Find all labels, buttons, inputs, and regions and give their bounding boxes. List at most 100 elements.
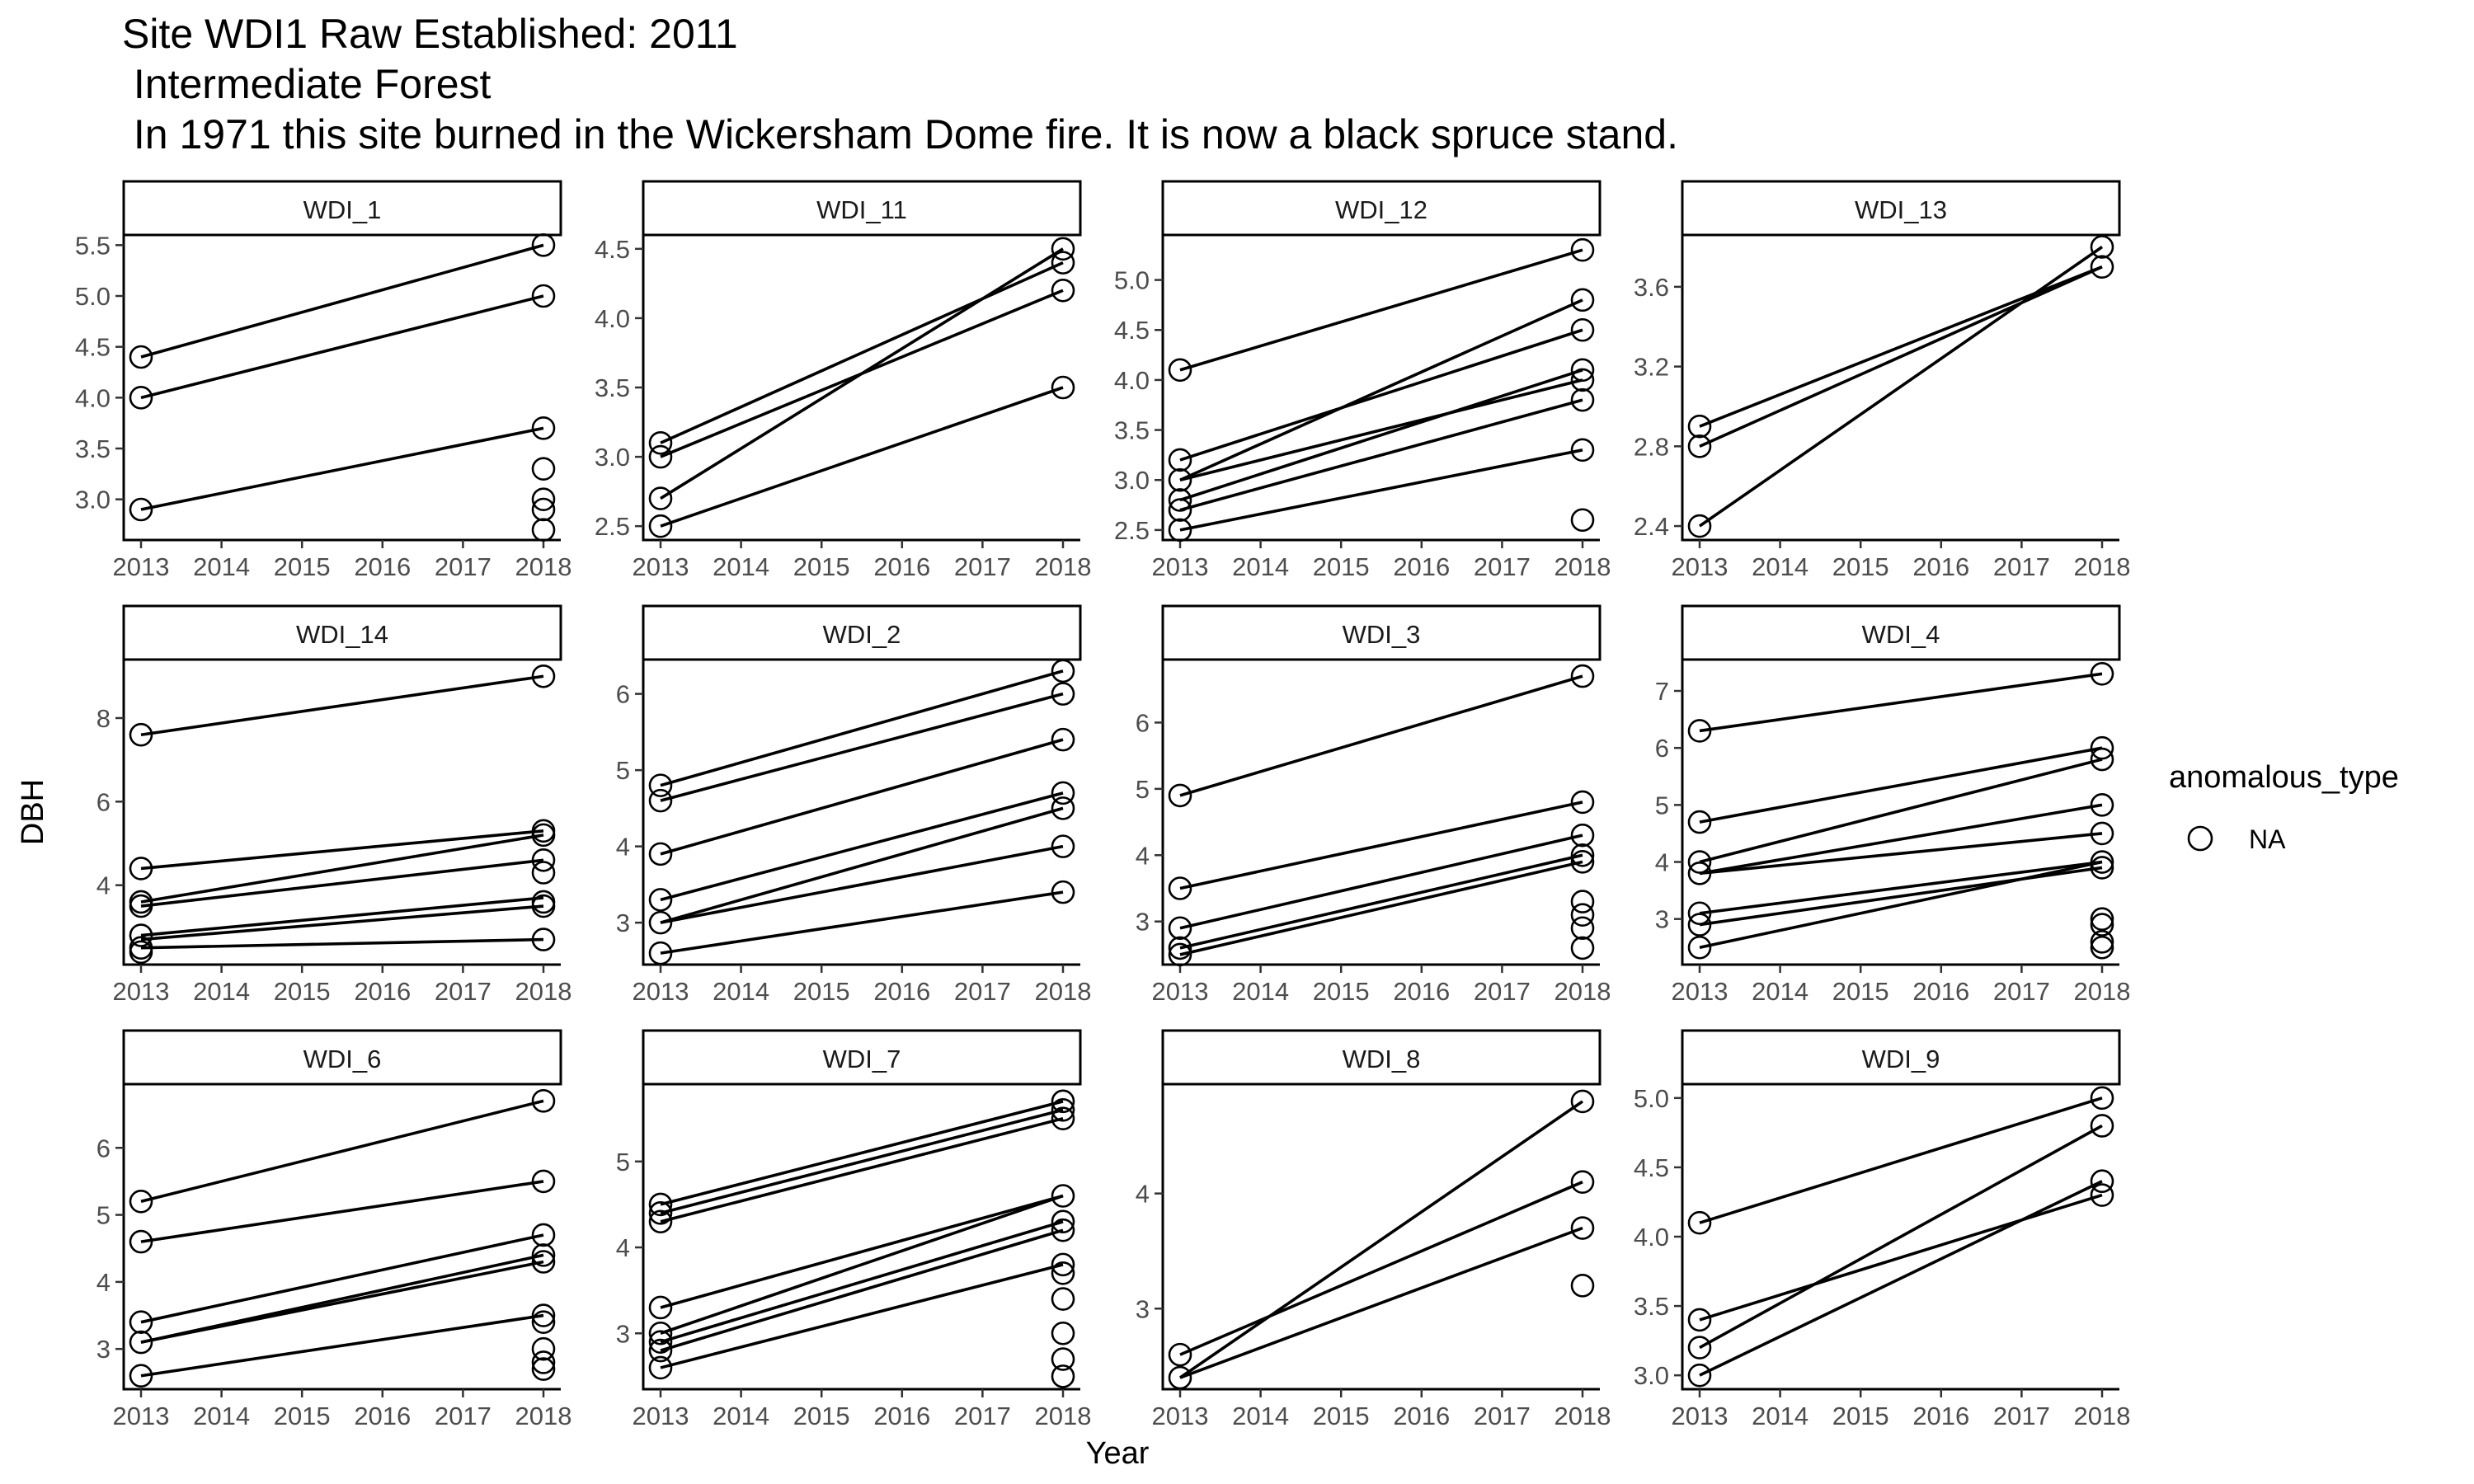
data-line xyxy=(660,791,1064,902)
data-point xyxy=(1051,1347,1075,1371)
legend-entry-label: NA xyxy=(2249,824,2286,854)
x-tick-label: 2013 xyxy=(113,552,170,581)
y-tick-label: 2.5 xyxy=(595,512,630,541)
facet-strip xyxy=(1161,1029,1602,1086)
data-point xyxy=(1051,1252,1075,1277)
y-tick-label: 5.5 xyxy=(75,231,111,260)
y-tick-label: 5 xyxy=(1655,791,1669,819)
data-line xyxy=(1699,746,2103,824)
y-tick-label: 3 xyxy=(1136,908,1150,937)
data-point xyxy=(531,284,556,308)
data-point xyxy=(1687,434,1712,458)
data-point xyxy=(1051,1261,1075,1285)
facet-strip-label: WDI_11 xyxy=(816,195,907,224)
x-tick-label: 2015 xyxy=(793,1402,850,1430)
data-point xyxy=(1570,368,1595,392)
data-line xyxy=(1699,265,2103,448)
facet-strip xyxy=(1681,1029,2121,1086)
y-tick-label: 7 xyxy=(1655,677,1669,706)
facet-strip xyxy=(122,180,562,237)
data-point xyxy=(648,444,673,469)
data-point xyxy=(531,457,556,481)
y-tick-label: 5.0 xyxy=(1634,1084,1669,1113)
data-line xyxy=(140,674,544,737)
data-point xyxy=(1051,375,1075,400)
title-line-1: Site WDI1 Raw Established: 2011 xyxy=(122,11,738,57)
data-line xyxy=(660,1220,1064,1344)
data-point xyxy=(129,722,153,747)
data-line xyxy=(1699,860,2103,915)
data-point xyxy=(1687,850,1712,874)
y-tick-label: 8 xyxy=(96,704,111,733)
data-line xyxy=(140,829,544,871)
data-point xyxy=(531,664,556,688)
data-point xyxy=(531,1169,556,1194)
y-tick-label: 3 xyxy=(1136,1294,1150,1323)
data-point xyxy=(1570,916,1595,941)
facet-strip-label: WDI_2 xyxy=(823,620,901,649)
y-tick-label: 3 xyxy=(1655,905,1669,934)
data-point xyxy=(1168,876,1192,900)
x-tick-label: 2013 xyxy=(633,977,689,1006)
data-line xyxy=(1179,378,1583,481)
data-point xyxy=(2090,1169,2114,1194)
data-line xyxy=(140,294,544,400)
data-point xyxy=(1051,1321,1075,1345)
data-line xyxy=(140,426,544,511)
data-line xyxy=(1699,1180,2103,1377)
data-point xyxy=(1687,1336,1712,1360)
y-tick-label: 2.5 xyxy=(1114,516,1150,545)
x-tick-label: 2014 xyxy=(193,552,250,581)
data-point xyxy=(1687,1210,1712,1235)
y-tick-label: 3.6 xyxy=(1634,273,1669,302)
x-tick-label: 2016 xyxy=(1912,1402,1969,1430)
y-tick-label: 3.0 xyxy=(75,486,111,514)
chart-title: Site WDI1 Raw Established: 2011 Intermed… xyxy=(122,11,1678,157)
title-line-2: Intermediate Forest xyxy=(122,61,492,107)
y-tick-label: 2.8 xyxy=(1634,432,1669,461)
data-point xyxy=(648,1201,673,1225)
facet-panel-wdi-6: WDI_6 3 4 5 6 2013 2014 2015 2016 2017 2018 xyxy=(96,1029,571,1430)
data-point xyxy=(1570,387,1595,412)
y-tick-label: 4.5 xyxy=(75,333,111,362)
data-point xyxy=(1168,358,1192,383)
data-point xyxy=(648,430,673,455)
x-tick-label: 2016 xyxy=(1393,552,1450,581)
data-point xyxy=(531,1310,556,1334)
x-tick-label: 2015 xyxy=(1832,552,1889,581)
x-tick-label: 2013 xyxy=(1672,977,1729,1006)
data-line xyxy=(140,858,544,908)
legend-marker-circle xyxy=(2187,825,2213,852)
x-tick-label: 2016 xyxy=(873,1402,930,1430)
y-tick-label: 3 xyxy=(96,1335,111,1364)
facet-panel-wdi-2: WDI_2 3 4 5 6 2013 2014 2015 2016 2017 2018 xyxy=(616,604,1091,1006)
data-point xyxy=(531,1223,556,1247)
x-tick-label: 2014 xyxy=(1752,1402,1808,1430)
x-tick-label: 2014 xyxy=(1752,552,1808,581)
title-line-3: In 1971 this site burned in the Wickersh… xyxy=(122,111,1678,157)
data-point xyxy=(531,894,556,918)
data-point xyxy=(1168,448,1192,472)
data-line xyxy=(1699,758,2103,864)
data-point xyxy=(648,1209,673,1234)
data-point xyxy=(1051,251,1075,275)
x-tick-label: 2018 xyxy=(515,552,572,581)
y-tick-label: 5 xyxy=(1136,775,1150,804)
data-point xyxy=(648,514,673,538)
facet-strip-label: WDI_13 xyxy=(1855,195,1947,224)
data-point xyxy=(648,888,673,912)
data-line xyxy=(1179,398,1583,512)
data-line xyxy=(660,1194,1064,1335)
facet-strip xyxy=(642,604,1082,661)
y-tick-label: 3.5 xyxy=(1114,416,1150,445)
data-line xyxy=(660,247,1064,500)
data-point xyxy=(1051,880,1075,904)
data-line xyxy=(140,1233,544,1324)
data-point xyxy=(1570,438,1595,463)
data-line xyxy=(660,1228,1064,1352)
data-point xyxy=(1051,1209,1075,1234)
data-point xyxy=(1051,1106,1075,1130)
data-point xyxy=(648,486,673,510)
